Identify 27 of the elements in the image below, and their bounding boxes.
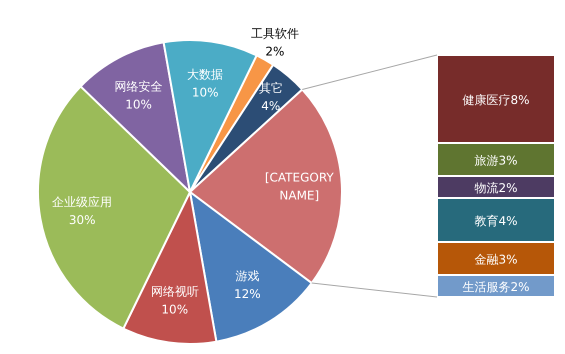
slice-label: 工具软件 [250, 26, 299, 41]
data-label: 12% [234, 287, 261, 302]
slice-label: 大数据 [187, 68, 224, 82]
series-label: 旅游 [474, 154, 498, 168]
series-label: 物流 [474, 181, 498, 195]
data-label: 30% [68, 213, 96, 228]
value-label: 8% [510, 93, 530, 107]
slice-label: 网络安全 [114, 79, 163, 94]
data-label: 2% [265, 44, 284, 59]
data-label: 10% [125, 97, 152, 112]
series-label: 金融 [474, 252, 498, 266]
data-label: 10% [161, 302, 188, 316]
series-label: 生活服务 [462, 280, 510, 294]
value-label: 3% [498, 154, 518, 168]
slice-label: 其它 [258, 81, 283, 96]
slice-label: [CATEGORY NAME] [264, 170, 334, 203]
series-label: 教育 [474, 214, 498, 228]
value-label: 2% [510, 280, 530, 294]
data-label: 4% [261, 99, 280, 114]
value-label: 3% [498, 252, 518, 266]
slice-label: 游戏 [235, 269, 260, 284]
slice-label: 企业级应用 [52, 195, 112, 210]
data-label: 10% [192, 86, 219, 100]
slice-label: 网络视听 [150, 284, 199, 298]
value-label: 4% [498, 214, 518, 228]
series-label: 健康医疗 [462, 93, 510, 107]
value-label: 2% [498, 181, 518, 195]
